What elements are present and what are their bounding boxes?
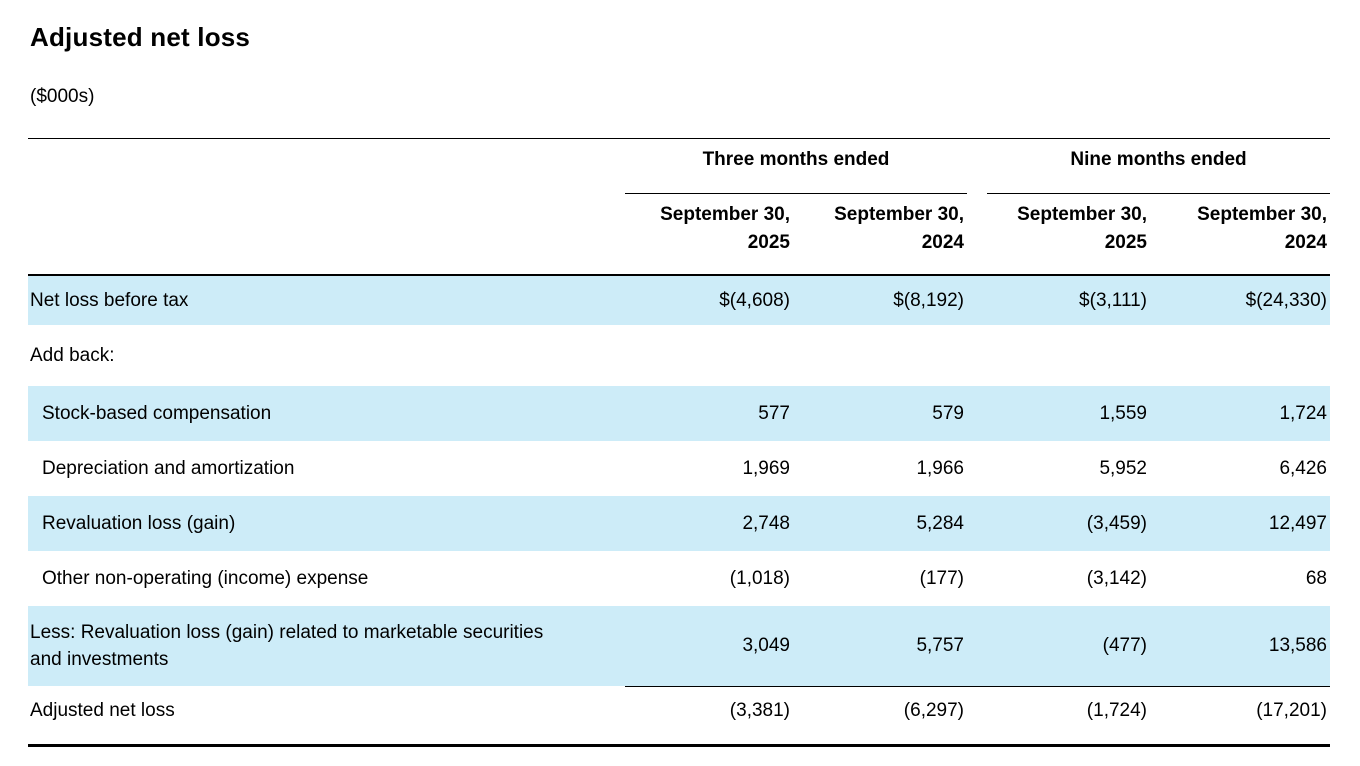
table-row-depreciation-amortization: Depreciation and amortization 1,969 1,96…: [28, 441, 1330, 496]
cell-value: (3,459): [1086, 512, 1147, 534]
page-title: Adjusted net loss: [30, 22, 251, 52]
column-group-header-row: Three months ended Nine months ended: [28, 139, 1330, 194]
units-note: ($000s): [30, 86, 95, 107]
row-label: Less: Revaluation loss (gain) related to…: [30, 622, 544, 670]
cell-value: (3,381): [729, 700, 790, 721]
row-label: Add back:: [30, 344, 115, 366]
column-header-9m-2024: September 30, 2024: [1197, 204, 1327, 253]
column-header-9m-2025: September 30, 2025: [1017, 204, 1147, 253]
table-row-add-back: Add back:: [28, 325, 1330, 386]
cell-value: 3,049: [742, 635, 790, 656]
cell-value: $(4,608): [719, 289, 790, 311]
cell-value: 68: [1305, 567, 1327, 589]
row-label: Stock-based compensation: [42, 402, 272, 424]
table-row-stock-based-compensation: Stock-based compensation 577 579 1,559 1…: [28, 386, 1330, 441]
table-row-revaluation-loss-gain: Revaluation loss (gain) 2,748 5,284 (3,4…: [28, 496, 1330, 551]
row-label: Adjusted net loss: [30, 700, 175, 721]
cell-value: (3,142): [1086, 567, 1147, 589]
row-label: Depreciation and amortization: [42, 457, 295, 479]
header-spacer: [28, 139, 625, 194]
table-row-adjusted-net-loss: Adjusted net loss (3,381) (6,297) (1,724…: [28, 686, 1330, 736]
cell-value: 1,559: [1099, 402, 1147, 424]
col-group-three-months-label: Three months ended: [625, 139, 967, 194]
cell-value: 2,748: [742, 512, 790, 534]
col-group-nine-months: Nine months ended: [967, 139, 1330, 194]
cell-value: (477): [1102, 635, 1147, 656]
col-group-three-months: Three months ended: [625, 139, 967, 194]
adjusted-net-loss-table: Three months ended Nine months ended Sep…: [28, 138, 1330, 747]
cell-value: 579: [932, 402, 964, 424]
row-label: Other non-operating (income) expense: [42, 567, 369, 589]
cell-value: 5,757: [916, 635, 964, 656]
cell-value: (17,201): [1256, 700, 1327, 721]
cell-value: 5,284: [916, 512, 964, 534]
cell-value: 1,724: [1279, 402, 1327, 424]
cell-value: 577: [758, 402, 790, 424]
cell-value: (1,724): [1086, 700, 1147, 721]
cell-value: 1,966: [916, 457, 964, 479]
header-spacer: [28, 194, 625, 274]
cell-value: (6,297): [903, 700, 964, 721]
col-group-nine-months-label: Nine months ended: [987, 139, 1330, 194]
cell-value: (177): [919, 567, 964, 589]
table-row-less-revaluation-marketable: Less: Revaluation loss (gain) related to…: [28, 606, 1330, 686]
table-top-rule: [28, 138, 1330, 139]
table-bottom-rule: [28, 744, 1330, 747]
cell-value: $(24,330): [1245, 289, 1327, 311]
table-row-other-non-operating: Other non-operating (income) expense (1,…: [28, 551, 1330, 606]
table-row-net-loss-before-tax: Net loss before tax $(4,608) $(8,192) $(…: [28, 276, 1330, 325]
cell-value: $(3,111): [1079, 289, 1147, 311]
header-bottom-rule: [28, 274, 1330, 276]
row-label: Revaluation loss (gain): [42, 512, 236, 534]
cell-value: 12,497: [1268, 512, 1327, 534]
column-header-row: September 30, 2025 September 30, 2024 Se…: [28, 194, 1330, 274]
cell-value: 13,586: [1268, 635, 1327, 656]
cell-value: $(8,192): [893, 289, 964, 311]
cell-value: 5,952: [1099, 457, 1147, 479]
cell-value: (1,018): [729, 567, 790, 589]
cell-value: 1,969: [742, 457, 790, 479]
column-header-3m-2024: September 30, 2024: [834, 204, 964, 253]
row-label: Net loss before tax: [30, 289, 189, 311]
column-header-3m-2025: September 30, 2025: [660, 204, 790, 253]
cell-value: 6,426: [1279, 457, 1327, 479]
document-page: Adjusted net loss ($000s) Three months e…: [28, 22, 1330, 747]
